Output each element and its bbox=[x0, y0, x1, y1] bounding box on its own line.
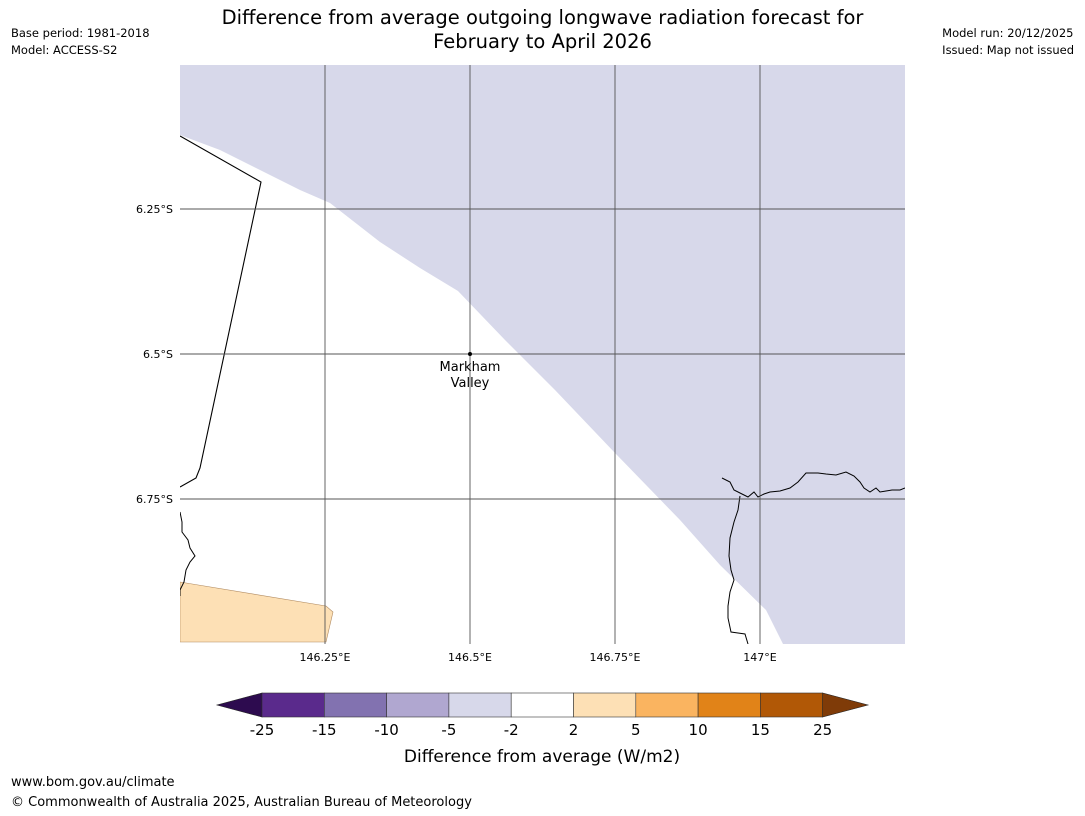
colorbar-bin bbox=[261, 692, 325, 718]
colorbar-bin bbox=[697, 692, 761, 718]
river-line bbox=[727, 495, 749, 644]
colorbar-bin bbox=[323, 692, 387, 718]
footer-copyright: © Commonwealth of Australia 2025, Austra… bbox=[11, 795, 472, 810]
longitude-label: 147°E bbox=[743, 651, 776, 664]
colorbar: -25 -15 -10 -5 -2 2 5 10 15 25 bbox=[215, 692, 870, 739]
longitude-labels: 146.25°E 146.5°E 146.75°E 147°E bbox=[300, 651, 777, 664]
header-meta-right: Model run: 20/12/2025 Issued: Map not is… bbox=[942, 25, 1074, 59]
positive-anomaly-area bbox=[180, 581, 334, 643]
place-name-line2: Valley bbox=[451, 376, 490, 391]
model-text: Model: ACCESS-S2 bbox=[11, 43, 118, 57]
colorbar-tick-label: -15 bbox=[312, 721, 337, 739]
latitude-label: 6.25°S bbox=[136, 203, 173, 216]
colorbar-tick-label: 2 bbox=[569, 721, 579, 739]
footer-url[interactable]: www.bom.gov.au/climate bbox=[11, 775, 175, 790]
coastline-east bbox=[721, 471, 905, 498]
colorbar-tick-label: -5 bbox=[441, 721, 456, 739]
colorbar-tick-label: 25 bbox=[813, 721, 832, 739]
base-period-text: Base period: 1981-2018 bbox=[11, 26, 150, 40]
issued-text: Issued: Map not issued bbox=[942, 43, 1074, 57]
colorbar-extend-min bbox=[215, 692, 263, 718]
colorbar-bin bbox=[386, 692, 450, 718]
colorbar-extend-max bbox=[822, 692, 870, 718]
header-meta-left: Base period: 1981-2018 Model: ACCESS-S2 bbox=[11, 25, 150, 59]
colorbar-bin bbox=[635, 692, 699, 718]
longitude-label: 146.25°E bbox=[300, 651, 351, 664]
map-title-line1: Difference from average outgoing longwav… bbox=[221, 6, 864, 29]
colorbar-tick-label: 5 bbox=[631, 721, 641, 739]
latitude-labels: 6.25°S 6.5°S 6.75°S bbox=[136, 203, 173, 506]
border-line bbox=[180, 135, 262, 488]
latitude-label: 6.5°S bbox=[143, 348, 173, 361]
colorbar-bin bbox=[510, 692, 574, 718]
place-name-line1: Markham bbox=[440, 360, 501, 375]
place-marker-dot bbox=[468, 352, 472, 356]
colorbar-tick-label: -2 bbox=[504, 721, 519, 739]
latitude-label: 6.75°S bbox=[136, 493, 173, 506]
map-title: Difference from average outgoing longwav… bbox=[160, 6, 925, 54]
coastline-west bbox=[180, 511, 196, 596]
colorbar-bin bbox=[448, 692, 512, 718]
map-title-line2: February to April 2026 bbox=[433, 30, 652, 53]
map-plot-area bbox=[180, 65, 905, 644]
colorbar-bin bbox=[573, 692, 637, 718]
colorbar-bin bbox=[760, 692, 824, 718]
colorbar-tick-label: -25 bbox=[250, 721, 275, 739]
longitude-label: 146.75°E bbox=[590, 651, 641, 664]
colorbar-tick-label: 10 bbox=[689, 721, 708, 739]
longitude-label: 146.5°E bbox=[448, 651, 492, 664]
colorbar-tick-label: -10 bbox=[374, 721, 399, 739]
colorbar-title: Difference from average (W/m2) bbox=[404, 747, 680, 767]
model-run-text: Model run: 20/12/2025 bbox=[942, 26, 1074, 40]
colorbar-tick-label: 15 bbox=[751, 721, 770, 739]
